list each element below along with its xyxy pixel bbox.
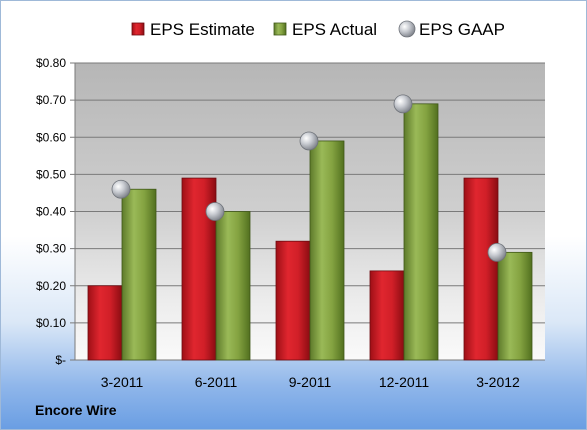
y-tick-label: $0.80 bbox=[36, 56, 66, 70]
bar-eps-estimate bbox=[369, 270, 405, 361]
y-tick-label: $0.40 bbox=[36, 205, 66, 219]
bar-eps-estimate bbox=[275, 240, 311, 361]
legend-swatch bbox=[398, 20, 416, 38]
legend: EPS Estimate EPS Actual EPS GAAP bbox=[131, 20, 505, 39]
bar-eps-actual bbox=[403, 103, 439, 361]
x-tick-label: 3-2011 bbox=[101, 374, 144, 390]
legend-swatch bbox=[273, 22, 287, 36]
y-tick-label: $0.70 bbox=[36, 93, 66, 107]
bar-eps-estimate bbox=[87, 285, 123, 361]
point-eps-gaap bbox=[393, 94, 413, 114]
point-eps-gaap bbox=[487, 242, 507, 262]
bar-eps-actual bbox=[309, 140, 345, 361]
company-name: Encore Wire bbox=[35, 402, 117, 418]
bar-eps-estimate bbox=[463, 177, 499, 361]
legend-label: EPS Estimate bbox=[150, 20, 255, 39]
y-tick-label: $0.60 bbox=[36, 130, 66, 144]
y-tick-label: $0.20 bbox=[36, 279, 66, 293]
legend-label: EPS Actual bbox=[292, 20, 377, 39]
point-eps-gaap bbox=[205, 202, 225, 221]
bar-eps-actual bbox=[215, 211, 251, 361]
y-tick-label: $0.50 bbox=[36, 167, 66, 181]
legend-label: EPS GAAP bbox=[419, 20, 505, 39]
bar-eps-actual bbox=[121, 188, 157, 361]
legend-swatch bbox=[131, 22, 145, 36]
x-tick-label: 12-2011 bbox=[379, 374, 430, 390]
bar-eps-actual bbox=[497, 251, 533, 361]
x-tick-label: 6-2011 bbox=[195, 374, 238, 390]
point-eps-gaap bbox=[299, 131, 319, 151]
point-eps-gaap bbox=[111, 179, 131, 199]
y-tick-label: $- bbox=[55, 353, 66, 367]
x-tick-label: 3-2012 bbox=[476, 374, 520, 390]
y-tick-label: $0.10 bbox=[36, 316, 66, 330]
x-tick-label: 9-2011 bbox=[289, 374, 332, 390]
y-tick-label: $0.30 bbox=[36, 242, 66, 256]
